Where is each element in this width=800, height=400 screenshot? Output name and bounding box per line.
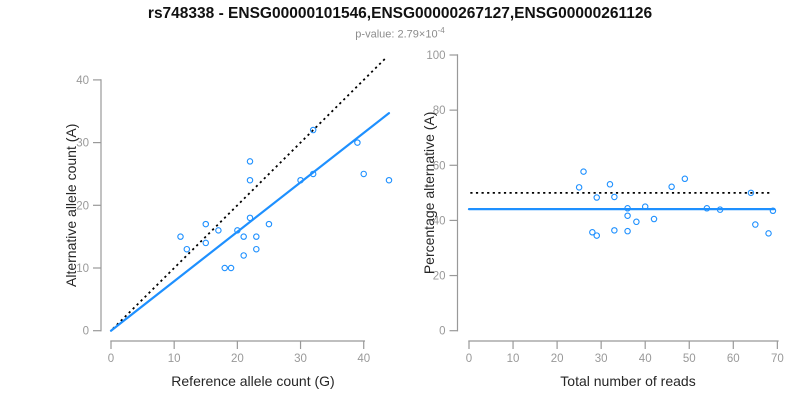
y-tick-label: 60 [433,160,446,172]
x-tick-label: 60 [727,353,740,365]
x-axis: 0 10 20 30 40 [108,340,370,365]
data-point [253,245,260,253]
x-tick-label: 20 [231,353,244,365]
y-tick-label: 30 [76,138,89,150]
data-point [668,183,675,191]
data-point [215,227,222,234]
data-point [246,214,254,222]
data-point [183,245,191,253]
data-point [681,175,689,183]
data-point [265,220,273,228]
y-axis: 0 10 20 30 40 [76,75,102,338]
data-point [234,227,241,234]
identity-line [112,56,388,330]
data-point [354,139,361,146]
x-tick-label: 30 [595,353,608,365]
x-axis-title: Reference allele count (G) [171,373,334,389]
y-axis-title: Alternative allele count (A) [63,124,79,287]
data-point [611,193,618,201]
data-point [747,189,755,197]
x-axis: 0 10 20 30 40 50 60 70 [466,340,784,365]
data-point [221,264,228,272]
data-point [227,264,235,272]
y-tick-label: 40 [76,75,89,87]
y-tick-label: 80 [433,105,446,117]
x-tick-label: 10 [507,353,520,365]
x-tick-label: 50 [683,353,696,365]
data-point [769,207,777,215]
data-point [240,252,247,259]
y-axis: 0 20 40 60 80 100 [426,50,459,338]
figure-title: rs748338 - ENSG00000101546,ENSG000002671… [147,5,653,22]
p-value-exponent: -4 [437,26,445,35]
x-axis-title: Total number of reads [560,373,695,389]
data-point [633,218,640,226]
data-point [240,233,247,240]
y-tick-label: 0 [83,326,89,338]
x-tick-label: 30 [294,353,307,365]
data-point [177,233,184,240]
data-point [716,206,724,213]
data-point [765,230,772,237]
data-point [246,158,254,165]
data-point [575,184,583,191]
data-point [297,176,304,184]
x-tick-label: 0 [466,353,472,365]
data-point [202,239,210,247]
data-point [246,176,254,184]
data-point [593,194,600,201]
y-tick-label: 40 [433,215,446,227]
data-points [177,126,393,272]
data-point [624,227,631,235]
data-points [575,168,777,239]
data-point [360,170,367,178]
data-point [309,126,317,134]
data-point [606,181,614,188]
x-tick-label: 70 [771,353,784,365]
data-point [641,203,649,210]
data-point [309,170,317,178]
data-point [589,229,596,236]
x-tick-label: 40 [639,353,652,365]
p-value-text: p-value: 2.79×10 [355,28,438,41]
p-value-subtitle: p-value: 2.79×10-4 [0,26,800,41]
x-tick-label: 0 [108,353,114,365]
x-tick-label: 10 [168,353,181,365]
x-tick-label: 20 [551,353,564,365]
y-tick-label: 10 [76,263,89,275]
data-point [650,215,658,223]
data-point [611,227,618,234]
fit-line [109,112,391,332]
data-point [752,221,759,228]
data-point [703,205,711,212]
data-point [624,205,631,212]
y-tick-label: 100 [426,50,445,62]
right-percentage-plot: 0 10 20 30 40 50 60 70 0 20 40 60 80 100 Total number … [421,50,784,389]
left-allele-count-plot: 0 10 20 30 40 0 10 20 30 40 Reference allele count… [63,56,393,389]
data-point [580,168,587,175]
y-tick-label: 0 [439,326,445,338]
data-point [202,220,210,228]
y-tick-label: 20 [76,200,89,212]
y-axis-title: Percentage alternative (A) [421,112,437,275]
data-point [624,212,631,219]
data-point [385,176,393,184]
data-point [253,233,260,240]
x-tick-label: 40 [357,353,370,365]
y-tick-label: 20 [433,271,446,283]
data-point [593,232,600,239]
